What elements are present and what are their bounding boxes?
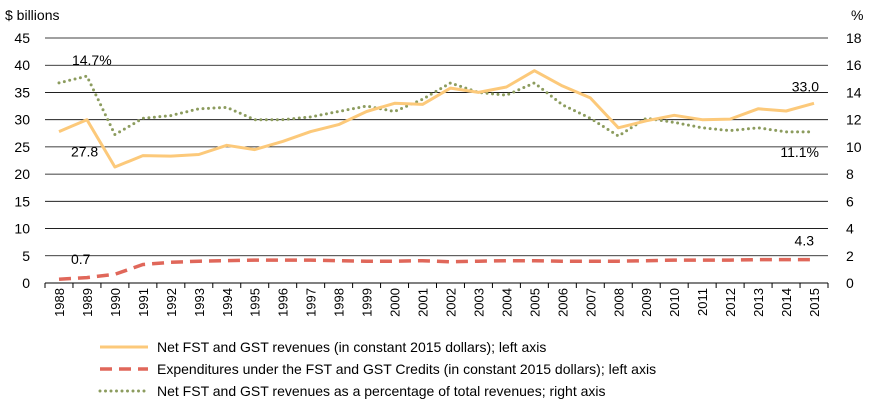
x-tick-label: 1999: [360, 288, 375, 317]
x-tick-label: 2011: [695, 288, 710, 316]
x-tick-label: 1997: [304, 288, 319, 317]
right-tick-label: 14: [846, 84, 862, 100]
right-tick-label: 2: [846, 248, 854, 264]
x-tick-label: 2008: [611, 288, 626, 317]
data-label: 0.7: [71, 251, 91, 267]
x-tick-label: 1994: [220, 288, 235, 317]
left-tick-label: 45: [14, 30, 30, 46]
x-tick-label: 2009: [639, 288, 654, 317]
data-label: 4.3: [795, 233, 815, 249]
x-tick-label: 2003: [471, 288, 486, 317]
x-tick-label: 2007: [583, 288, 598, 317]
left-tick-label: 20: [14, 166, 30, 182]
right-tick-label: 6: [846, 193, 854, 209]
right-tick-label: 4: [846, 221, 854, 237]
left-tick-label: 25: [14, 139, 30, 155]
right-axis-unit: %: [851, 7, 863, 23]
x-tick-label: 2014: [779, 288, 794, 317]
data-label: 27.8: [71, 144, 98, 160]
x-tick-label: 2015: [807, 288, 822, 317]
x-tick-label: 1991: [136, 288, 151, 317]
x-tick-label: 1993: [192, 288, 207, 317]
left-axis-unit: $ billions: [5, 7, 59, 23]
x-tick-label: 1998: [332, 288, 347, 317]
right-tick-label: 8: [846, 166, 854, 182]
right-tick-label: 10: [846, 139, 862, 155]
x-tick-label: 1988: [52, 288, 67, 317]
right-tick-label: 16: [846, 57, 862, 73]
x-tick-label: 2013: [751, 288, 766, 317]
legend-label: Net FST and GST revenues (in constant 20…: [157, 339, 546, 355]
left-tick-label: 0: [22, 275, 30, 291]
axis-ticks: 0 5 10 15 20 25 30 35 40 45 0 2 4 6 8 10 12 14 16 18 1988 198…: [14, 30, 861, 317]
left-tick-label: 30: [14, 112, 30, 128]
legend-label: Expenditures under the FST and GST Credi…: [157, 361, 656, 377]
x-tick-label: 1996: [276, 288, 291, 317]
left-tick-label: 10: [14, 221, 30, 237]
gridlines: [45, 37, 828, 284]
x-tick-label: 2001: [416, 288, 431, 317]
series-line-solid: [58, 69, 815, 169]
annotations: 14.7% 27.8 0.7 33.0 11.1% 4.3: [71, 52, 819, 267]
legend: Net FST and GST revenues (in constant 20…: [98, 339, 656, 399]
x-tick-label: 1992: [164, 288, 179, 317]
x-tick-label: 1995: [248, 288, 263, 317]
left-tick-label: 40: [14, 57, 30, 73]
right-tick-label: 12: [846, 112, 862, 128]
left-tick-label: 35: [14, 84, 30, 100]
x-tick-label: 2004: [499, 288, 514, 317]
x-tick-label: 1990: [108, 288, 123, 317]
legend-label: Net FST and GST revenues as a percentage…: [157, 383, 606, 399]
right-tick-label: 0: [846, 275, 854, 291]
series-line-dotted: [57, 74, 816, 138]
x-tick-label: 1989: [80, 288, 95, 317]
left-tick-label: 5: [22, 248, 30, 264]
x-tick-label: 2000: [388, 288, 403, 317]
data-label: 11.1%: [780, 144, 819, 160]
x-tick-label: 2012: [723, 288, 738, 317]
series-lines: [57, 69, 816, 281]
data-label: 33.0: [792, 78, 819, 94]
data-label: 14.7%: [72, 52, 112, 68]
right-tick-label: 18: [846, 30, 862, 46]
x-tick-label: 2010: [667, 288, 682, 317]
x-tick-label: 2005: [527, 288, 542, 317]
series-line-dashed: [58, 257, 814, 281]
x-tick-label: 2006: [555, 288, 570, 317]
left-tick-label: 15: [14, 193, 30, 209]
x-tick-label: 2002: [443, 288, 458, 317]
